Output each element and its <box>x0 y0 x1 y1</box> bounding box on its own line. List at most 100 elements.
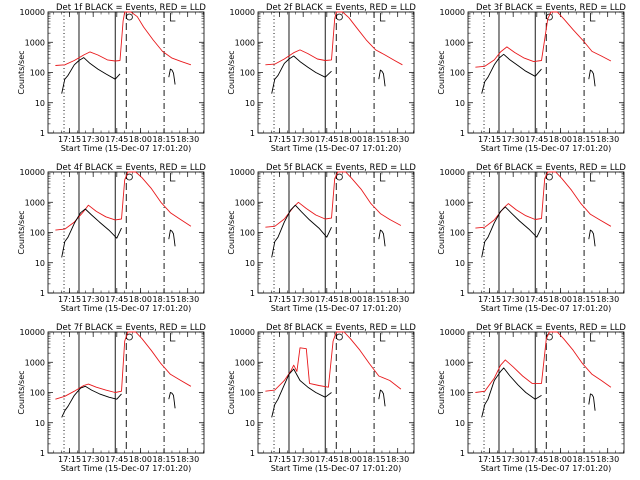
events-series-line <box>61 385 122 418</box>
y-tick-label: 100 <box>240 229 255 238</box>
chart-panel: Det 7f BLACK = Events, RED = LLD 1 10 100 10… <box>17 323 206 473</box>
chart-title: Det 6f BLACK = Events, RED = LLD <box>476 163 626 173</box>
x-tick-label: 17:15 <box>478 455 501 464</box>
events-series-line <box>271 204 332 258</box>
y-tick-label: 1000 <box>25 38 45 47</box>
y-tick-label: 1 <box>250 449 255 458</box>
chart-title: Det 1f BLACK = Events, RED = LLD <box>56 3 206 13</box>
chart-panel: Det 1f BLACK = Events, RED = LLD 1 10 100 10… <box>17 3 206 153</box>
y-tick-label: 1 <box>40 129 45 138</box>
x-tick-label: 18:00 <box>339 455 362 464</box>
y-axis-label: Counts/sec <box>227 370 236 414</box>
y-tick-label: 1000 <box>445 358 465 367</box>
x-tick-label: 18:00 <box>549 135 572 144</box>
x-tick-label: 17:45 <box>105 135 128 144</box>
x-tick-label: 18:30 <box>176 135 199 144</box>
lld-series-line <box>55 331 192 400</box>
y-tick-label: 100 <box>450 229 465 238</box>
events-series-line <box>61 57 121 94</box>
y-tick-label: 1 <box>460 289 465 298</box>
x-tick-label: 17:15 <box>268 455 291 464</box>
x-tick-label: 18:30 <box>176 295 199 304</box>
x-tick-label: 18:15 <box>153 455 176 464</box>
bracket-marker <box>169 173 176 182</box>
chart-title: Det 4f BLACK = Events, RED = LLD <box>56 163 206 173</box>
x-tick-label: 18:15 <box>363 295 386 304</box>
events-series-line <box>271 368 332 418</box>
chart-title: Det 9f BLACK = Events, RED = LLD <box>476 323 626 333</box>
chart-panel: Det 3f BLACK = Events, RED = LLD 1 10 100 10… <box>437 3 626 153</box>
x-tick-label: 18:15 <box>363 135 386 144</box>
bracket-marker <box>589 333 596 342</box>
x-tick-label: 18:30 <box>596 135 619 144</box>
x-tick-label: 18:30 <box>386 295 409 304</box>
events-series-line <box>271 55 332 94</box>
y-tick-label: 10 <box>35 419 45 428</box>
lld-series-line <box>265 331 402 392</box>
bracket-marker <box>589 13 596 22</box>
y-tick-label: 10000 <box>440 8 465 17</box>
x-tick-label: 17:45 <box>525 135 548 144</box>
events-series-line <box>378 389 386 407</box>
x-axis-label: Start Time (15-Dec-07 17:01:20) <box>481 304 612 313</box>
x-tick-label: 17:30 <box>502 455 525 464</box>
chart-title: Det 5f BLACK = Events, RED = LLD <box>266 163 416 173</box>
events-series-line <box>588 393 596 411</box>
peak-marker-circle <box>126 13 133 21</box>
y-axis-label: Counts/sec <box>437 370 446 414</box>
lld-series-line <box>475 11 612 68</box>
peak-marker-circle <box>546 333 553 341</box>
x-tick-label: 18:15 <box>573 295 596 304</box>
y-axis-label: Counts/sec <box>227 210 236 254</box>
events-series-line <box>481 53 542 94</box>
y-axis-label: Counts/sec <box>17 370 26 414</box>
x-tick-label: 18:15 <box>573 455 596 464</box>
x-tick-label: 17:15 <box>478 135 501 144</box>
bracket-marker <box>379 333 386 342</box>
chart-panel: Det 4f BLACK = Events, RED = LLD 1 10 100 10… <box>17 163 206 313</box>
x-tick-label: 17:30 <box>292 455 315 464</box>
x-tick-label: 18:00 <box>129 295 152 304</box>
x-tick-label: 18:15 <box>363 455 386 464</box>
x-tick-label: 18:00 <box>339 295 362 304</box>
x-tick-label: 17:15 <box>268 135 291 144</box>
y-tick-label: 100 <box>240 69 255 78</box>
x-tick-label: 18:30 <box>596 455 619 464</box>
x-tick-label: 18:00 <box>129 455 152 464</box>
y-tick-label: 1000 <box>445 38 465 47</box>
x-tick-label: 17:15 <box>268 295 291 304</box>
y-tick-label: 100 <box>30 69 45 78</box>
lld-series-line <box>55 171 192 231</box>
y-tick-label: 10000 <box>230 168 255 177</box>
y-tick-label: 10000 <box>20 328 45 337</box>
x-axis-label: Start Time (15-Dec-07 17:01:20) <box>271 304 402 313</box>
bracket-marker <box>169 333 176 342</box>
y-tick-label: 1000 <box>25 198 45 207</box>
x-tick-label: 18:30 <box>176 455 199 464</box>
y-tick-label: 100 <box>450 389 465 398</box>
x-tick-label: 17:45 <box>525 295 548 304</box>
chart-panel: Det 8f BLACK = Events, RED = LLD 1 10 100 10… <box>227 323 416 473</box>
y-tick-label: 1 <box>40 289 45 298</box>
y-tick-label: 10000 <box>440 168 465 177</box>
y-tick-label: 10000 <box>230 328 255 337</box>
y-tick-label: 100 <box>240 389 255 398</box>
x-axis-label: Start Time (15-Dec-07 17:01:20) <box>271 464 402 473</box>
x-tick-label: 17:30 <box>82 455 105 464</box>
x-tick-label: 17:30 <box>292 135 315 144</box>
peak-marker-circle <box>126 333 133 341</box>
chart-panel: Det 2f BLACK = Events, RED = LLD 1 10 100 10… <box>227 3 416 153</box>
y-tick-label: 1 <box>250 129 255 138</box>
bracket-marker <box>589 173 596 182</box>
x-axis-label: Start Time (15-Dec-07 17:01:20) <box>481 464 612 473</box>
events-series-line <box>61 208 122 258</box>
y-axis-label: Counts/sec <box>227 50 236 94</box>
y-tick-label: 10 <box>35 99 45 108</box>
events-series-line <box>481 206 542 258</box>
x-tick-label: 18:30 <box>386 135 409 144</box>
x-tick-label: 18:00 <box>549 295 572 304</box>
x-tick-label: 18:00 <box>339 135 362 144</box>
events-series-line <box>168 229 176 247</box>
peak-marker-circle <box>546 13 553 21</box>
x-tick-label: 18:00 <box>129 135 152 144</box>
